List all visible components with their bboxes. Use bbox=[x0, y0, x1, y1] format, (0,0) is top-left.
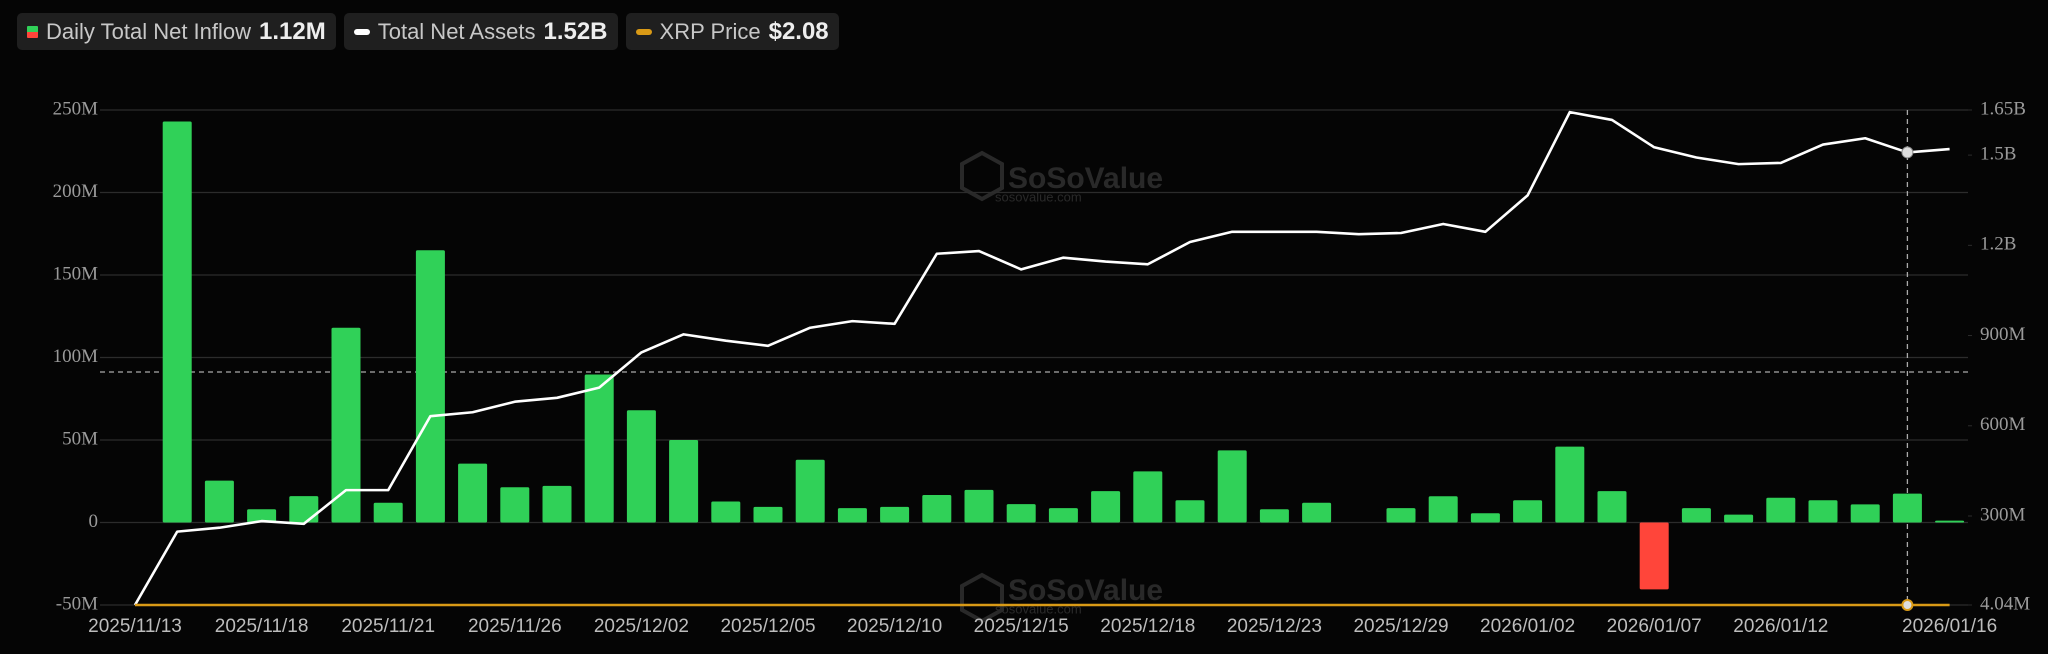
bar bbox=[1935, 520, 1965, 523]
bar bbox=[1513, 500, 1543, 523]
bar bbox=[1428, 496, 1458, 523]
bar bbox=[1175, 500, 1205, 523]
bar bbox=[1555, 446, 1585, 523]
bar bbox=[162, 121, 192, 523]
y-tick-label: 100M bbox=[53, 346, 99, 367]
bar bbox=[1808, 500, 1838, 523]
watermark-logo bbox=[960, 150, 1004, 202]
bar bbox=[669, 440, 699, 523]
y-tick-label: 50M bbox=[62, 428, 98, 449]
bar bbox=[1639, 522, 1669, 590]
x-tick-label: 2025/11/21 bbox=[341, 616, 435, 637]
watermark-text: SoSoValue bbox=[1008, 162, 1163, 195]
x-tick-label: 2025/12/02 bbox=[594, 616, 689, 637]
bar bbox=[373, 502, 403, 523]
x-tick-label: 2025/12/23 bbox=[1227, 616, 1322, 637]
y2-tick-label: 1.65B bbox=[1980, 98, 2026, 119]
line bbox=[133, 110, 1950, 606]
bar bbox=[626, 410, 656, 523]
x-tick-label: 2026/01/02 bbox=[1480, 616, 1575, 637]
bar bbox=[1302, 502, 1332, 523]
bar bbox=[1259, 509, 1289, 523]
y2-tick-label: 600M bbox=[1980, 414, 2026, 435]
watermark-url: sosovalue.com bbox=[995, 601, 1082, 616]
x-tick-label: 2026/01/12 bbox=[1733, 616, 1828, 637]
bar bbox=[331, 327, 361, 523]
bar bbox=[1048, 508, 1078, 523]
legend-item: Total Net Assets 1.52B bbox=[343, 13, 618, 50]
legend-item: XRP Price $2.08 bbox=[625, 13, 839, 50]
watermark-text: SoSoValue bbox=[1008, 574, 1163, 607]
legend-label: Daily Total Net Inflow bbox=[46, 18, 252, 44]
watermark: SoSoValue sosovalue.com SoSoValue sosova… bbox=[960, 150, 1163, 624]
legend-icon bbox=[27, 25, 38, 38]
bar bbox=[500, 487, 530, 523]
bar bbox=[1217, 450, 1247, 523]
bar bbox=[247, 509, 277, 523]
bar bbox=[795, 459, 825, 523]
bar bbox=[204, 480, 234, 523]
bar bbox=[1597, 491, 1627, 523]
bar bbox=[1386, 508, 1416, 523]
y2-tick-label: 300M bbox=[1980, 504, 2026, 525]
bar bbox=[1133, 471, 1163, 523]
bar bbox=[1681, 508, 1711, 523]
x-tick-label: 2025/12/05 bbox=[720, 616, 815, 637]
y-tick-label: 0 bbox=[89, 511, 99, 532]
y2-tick-label: 1.5B bbox=[1980, 143, 2016, 164]
legend-value: 1.52B bbox=[543, 17, 608, 45]
hover-dot bbox=[1901, 146, 1914, 159]
legend-value: 1.12M bbox=[259, 17, 326, 45]
x-tick-label: 2026/01/16 bbox=[1902, 616, 1997, 637]
legend-item: Daily Total Net Inflow 1.12M bbox=[17, 13, 336, 50]
x-tick-label: 2026/01/07 bbox=[1607, 616, 1702, 637]
y-tick-label: 200M bbox=[53, 181, 99, 202]
y2-tick-label: 900M bbox=[1980, 324, 2026, 345]
bar bbox=[584, 374, 614, 523]
bar bbox=[711, 501, 741, 523]
legend-label: Total Net Assets bbox=[377, 18, 536, 44]
watermark-logo bbox=[960, 572, 1004, 624]
bar bbox=[964, 489, 994, 523]
x-tick-label: 2025/11/26 bbox=[468, 616, 562, 637]
bar bbox=[415, 250, 445, 523]
bar bbox=[837, 508, 867, 523]
bar bbox=[1091, 491, 1121, 523]
legend-icon bbox=[353, 28, 370, 35]
bar bbox=[1006, 504, 1036, 523]
y-tick-label: -50M bbox=[56, 593, 98, 614]
y2-tick-label: 4.04M bbox=[1980, 593, 2030, 614]
bar bbox=[922, 494, 952, 523]
x-tick-label: 2025/12/29 bbox=[1353, 616, 1448, 637]
legend: Daily Total Net Inflow 1.12M Total Net Ass… bbox=[17, 13, 839, 50]
bar bbox=[753, 506, 783, 523]
legend-value: $2.08 bbox=[768, 17, 829, 45]
legend-label: XRP Price bbox=[659, 18, 761, 44]
bar bbox=[1892, 493, 1922, 523]
bar bbox=[1850, 504, 1880, 523]
bar bbox=[1724, 514, 1754, 523]
bar bbox=[458, 463, 488, 523]
bar bbox=[1766, 497, 1796, 523]
y-tick-label: 250M bbox=[53, 98, 99, 119]
y2-tick-label: 1.2B bbox=[1980, 234, 2016, 255]
bar bbox=[289, 496, 319, 523]
x-tick-label: 2025/12/18 bbox=[1100, 616, 1195, 637]
x-tick-label: 2025/12/15 bbox=[974, 616, 1069, 637]
x-tick-label: 2025/11/18 bbox=[215, 616, 309, 637]
x-tick-label: 2025/11/13 bbox=[88, 616, 182, 637]
x-tick-label: 2025/12/10 bbox=[847, 616, 942, 637]
watermark-url: sosovalue.com bbox=[995, 189, 1082, 204]
y-tick-label: 150M bbox=[53, 263, 99, 284]
bar bbox=[1470, 513, 1500, 523]
legend-icon bbox=[635, 28, 652, 35]
hover-dot bbox=[1901, 599, 1914, 611]
bar bbox=[542, 485, 572, 523]
bar bbox=[880, 506, 910, 523]
